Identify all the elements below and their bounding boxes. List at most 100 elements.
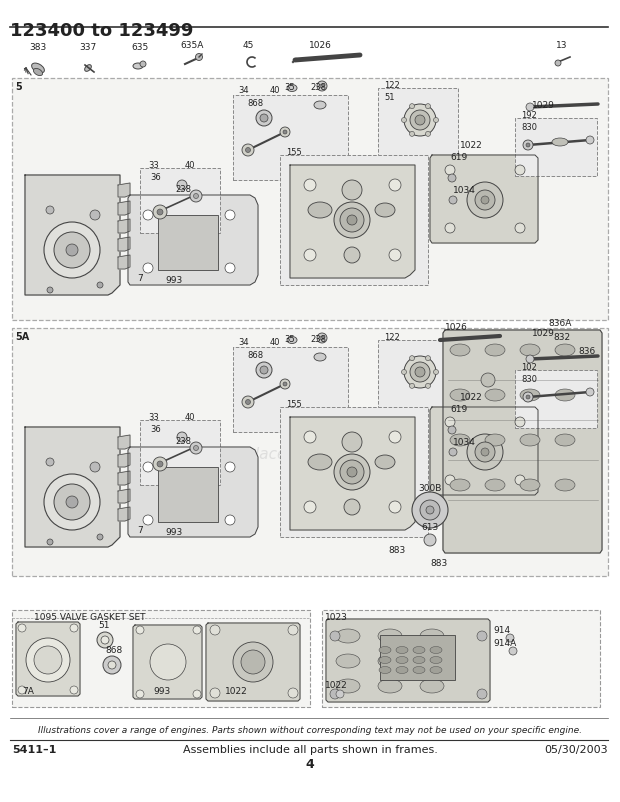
Circle shape	[389, 501, 401, 513]
Circle shape	[515, 165, 525, 175]
Circle shape	[402, 370, 407, 375]
Circle shape	[412, 492, 448, 528]
Polygon shape	[118, 489, 130, 503]
Circle shape	[280, 127, 290, 137]
Ellipse shape	[396, 657, 408, 663]
Text: 883: 883	[388, 546, 405, 555]
Ellipse shape	[485, 389, 505, 401]
Text: 102: 102	[521, 363, 537, 372]
Circle shape	[242, 396, 254, 408]
Circle shape	[225, 515, 235, 525]
Text: 1022: 1022	[225, 687, 248, 696]
Text: 4: 4	[306, 758, 314, 771]
Circle shape	[526, 355, 534, 363]
Polygon shape	[118, 255, 130, 269]
Text: 836A: 836A	[548, 319, 572, 328]
Text: 1029: 1029	[532, 329, 555, 338]
Circle shape	[449, 448, 457, 456]
Ellipse shape	[520, 344, 540, 356]
Ellipse shape	[430, 666, 442, 674]
Ellipse shape	[413, 666, 425, 674]
Text: 993: 993	[165, 528, 182, 537]
Circle shape	[475, 442, 495, 462]
Text: 13: 13	[556, 41, 568, 50]
Circle shape	[344, 499, 360, 515]
Circle shape	[193, 193, 198, 199]
Circle shape	[288, 625, 298, 635]
Polygon shape	[118, 237, 130, 251]
Text: 40: 40	[270, 86, 280, 95]
Polygon shape	[290, 165, 415, 278]
Ellipse shape	[378, 629, 402, 643]
Circle shape	[66, 244, 78, 256]
Circle shape	[143, 210, 153, 220]
Ellipse shape	[485, 344, 505, 356]
Ellipse shape	[555, 389, 575, 401]
Circle shape	[54, 484, 90, 520]
Ellipse shape	[308, 202, 332, 218]
Circle shape	[320, 336, 324, 340]
Circle shape	[402, 118, 407, 123]
Bar	[12, 328, 608, 576]
Ellipse shape	[420, 679, 444, 693]
Bar	[158, 467, 218, 522]
Ellipse shape	[32, 63, 45, 73]
Circle shape	[177, 180, 187, 190]
Circle shape	[409, 132, 415, 136]
Ellipse shape	[375, 203, 395, 217]
Circle shape	[97, 282, 103, 288]
Text: 1026: 1026	[309, 41, 332, 50]
Text: 1022: 1022	[460, 141, 483, 150]
Ellipse shape	[378, 679, 402, 693]
Circle shape	[317, 333, 327, 343]
Text: 993: 993	[165, 276, 182, 285]
Text: 155: 155	[286, 148, 302, 157]
Bar	[233, 95, 348, 180]
Ellipse shape	[133, 63, 143, 69]
Text: 7: 7	[137, 526, 143, 535]
Circle shape	[526, 103, 534, 111]
Circle shape	[526, 395, 530, 399]
Circle shape	[157, 461, 163, 467]
Polygon shape	[443, 330, 602, 553]
Circle shape	[241, 650, 265, 674]
Circle shape	[90, 210, 100, 220]
Circle shape	[410, 110, 430, 130]
Circle shape	[425, 132, 430, 136]
Polygon shape	[25, 175, 120, 295]
Bar	[380, 635, 455, 680]
Ellipse shape	[85, 65, 91, 71]
Ellipse shape	[378, 654, 402, 668]
Circle shape	[433, 370, 438, 375]
Circle shape	[225, 462, 235, 472]
Circle shape	[153, 457, 167, 471]
Bar	[158, 215, 218, 270]
Circle shape	[347, 215, 357, 225]
Text: 635: 635	[131, 43, 149, 52]
Circle shape	[47, 539, 53, 545]
Text: Assemblies include all parts shown in frames.: Assemblies include all parts shown in fr…	[182, 745, 438, 755]
Circle shape	[420, 500, 440, 520]
Text: 35: 35	[285, 83, 295, 92]
Ellipse shape	[450, 479, 470, 491]
Bar	[378, 340, 458, 408]
Circle shape	[177, 432, 187, 442]
Text: 836: 836	[578, 347, 595, 356]
Circle shape	[448, 426, 456, 434]
Ellipse shape	[336, 629, 360, 643]
Text: 05/30/2003: 05/30/2003	[544, 745, 608, 755]
Text: 635A: 635A	[180, 41, 204, 50]
Circle shape	[18, 686, 26, 694]
Ellipse shape	[413, 646, 425, 654]
Circle shape	[210, 625, 220, 635]
Ellipse shape	[520, 479, 540, 491]
Polygon shape	[118, 201, 130, 215]
Bar	[12, 610, 310, 707]
Circle shape	[103, 656, 121, 674]
Circle shape	[389, 249, 401, 261]
Circle shape	[304, 249, 316, 261]
Ellipse shape	[314, 353, 326, 361]
Text: 1029: 1029	[532, 101, 555, 110]
Text: 192: 192	[521, 111, 537, 120]
Polygon shape	[16, 622, 80, 696]
